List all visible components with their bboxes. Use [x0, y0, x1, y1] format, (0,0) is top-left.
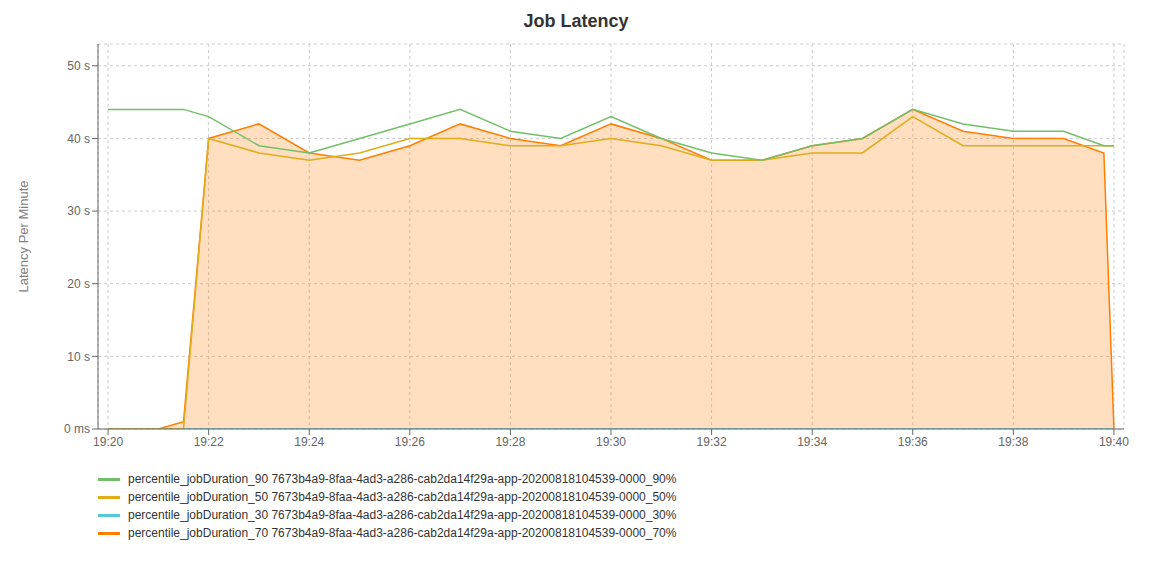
svg-text:19:28: 19:28 [495, 435, 525, 449]
html-text:percentile_jobDuration_70 7673: percentile_jobDuration_70 7673b4a9-8faa-… [128, 526, 677, 540]
svg-text:19:20: 19:20 [93, 435, 123, 449]
svg-text:19:30: 19:30 [596, 435, 626, 449]
svg-text:19:32: 19:32 [697, 435, 727, 449]
svg-text:19:34: 19:34 [797, 435, 827, 449]
svg-text:30 s: 30 s [67, 204, 90, 218]
svg-text:Latency Per Minute: Latency Per Minute [16, 180, 31, 292]
svg-text:50 s: 50 s [67, 59, 90, 73]
svg-text:40 s: 40 s [67, 132, 90, 146]
svg-text:19:22: 19:22 [194, 435, 224, 449]
html-text:percentile_jobDuration_50 7673: percentile_jobDuration_50 7673b4a9-8faa-… [128, 490, 677, 504]
svg-text:19:40: 19:40 [1099, 435, 1129, 449]
svg-text:0 ms: 0 ms [64, 422, 90, 436]
svg-text:19:36: 19:36 [898, 435, 928, 449]
html-text:percentile_jobDuration_30 7673: percentile_jobDuration_30 7673b4a9-8faa-… [128, 508, 677, 522]
svg-text:19:24: 19:24 [294, 435, 324, 449]
svg-text:10 s: 10 s [67, 350, 90, 364]
svg-text:20 s: 20 s [67, 277, 90, 291]
svg-text:19:26: 19:26 [395, 435, 425, 449]
html-text:Job Latency: Job Latency [523, 11, 629, 31]
html-text:percentile_jobDuration_90 7673: percentile_jobDuration_90 7673b4a9-8faa-… [128, 472, 677, 486]
svg-text:19:38: 19:38 [998, 435, 1028, 449]
